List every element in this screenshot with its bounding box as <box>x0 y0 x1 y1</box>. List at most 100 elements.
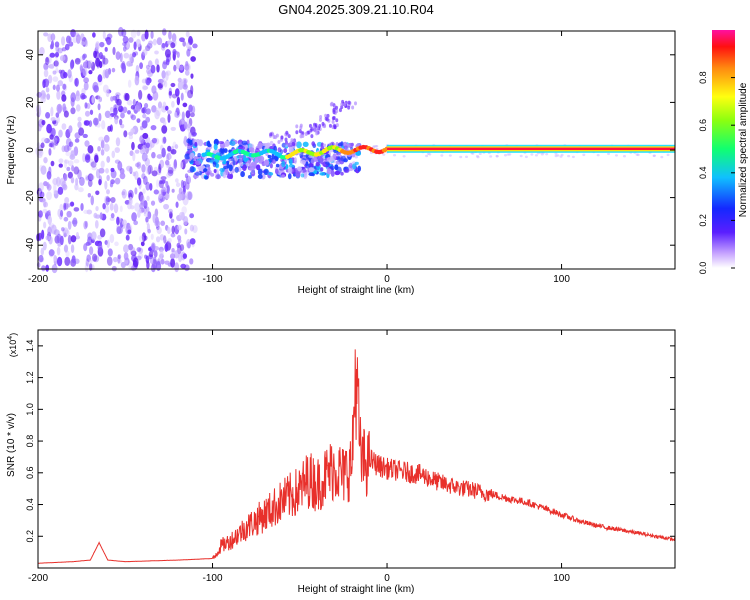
spectrogram-cell <box>165 70 171 76</box>
spectrogram-cell <box>70 235 77 243</box>
spectrogram-cell <box>186 238 191 249</box>
spectrogram-cell <box>68 74 73 83</box>
spectrogram-cell <box>153 256 157 265</box>
spectrogram-cell <box>80 33 85 42</box>
spectrogram-cell <box>156 64 160 73</box>
spectrogram-cell <box>318 117 322 122</box>
spectrogram-cell <box>338 108 342 113</box>
spectrogram-cell <box>98 178 102 186</box>
spectrogram-cell <box>288 146 294 154</box>
spectrogram-cell <box>170 82 176 88</box>
top-x-tick-label: -100 <box>203 274 223 285</box>
spectrogram-cell <box>180 263 187 269</box>
spectrogram-cell <box>153 189 159 195</box>
spectrogram-cell <box>106 174 110 181</box>
spectrogram-cell <box>308 166 315 173</box>
spectrogram-cell <box>121 219 127 226</box>
spectrogram-cell <box>475 154 479 158</box>
spectrogram-cell <box>255 156 260 162</box>
spectrogram-cell <box>135 38 141 48</box>
spectrogram-cell <box>161 125 168 134</box>
spectrogram-cell <box>176 242 181 248</box>
spectrogram-cell <box>87 60 94 68</box>
spectrogram-cell <box>277 139 281 144</box>
spectrogram-cell <box>45 264 50 272</box>
spectrogram-cell <box>164 48 171 58</box>
spectrogram-cell <box>175 201 179 208</box>
spectrogram-cell <box>157 81 164 91</box>
spectrogram-cell <box>63 244 68 253</box>
spectrogram-cell <box>142 49 148 56</box>
spectrogram-cell <box>347 100 351 105</box>
spectrogram-ridge <box>201 144 675 161</box>
spectrogram-cell <box>150 200 156 206</box>
spectrogram-cell <box>185 42 191 49</box>
spectrogram-cell <box>153 166 158 172</box>
spectrogram-cell <box>448 154 452 157</box>
spectrogram-cell <box>126 110 131 115</box>
spectrogram-cell <box>177 235 182 241</box>
bottom-y-tick-label: 0.2 <box>25 530 35 543</box>
spectrogram-cell <box>80 202 84 211</box>
spectrogram-cell <box>46 182 50 189</box>
spectrogram-cell <box>133 220 139 226</box>
bottom-x-ticks: -200 -100 0 100 <box>28 330 570 584</box>
spectrogram-cell <box>168 208 173 214</box>
spectrogram-cell <box>134 187 138 195</box>
spectrogram-cell <box>84 140 90 147</box>
spectrogram-cell <box>184 153 191 160</box>
spectrogram-cell <box>271 153 275 160</box>
spectrogram-cell <box>102 84 109 93</box>
spectrogram-cell <box>119 172 126 180</box>
spectrogram-cell <box>184 173 189 179</box>
spectrogram-cell <box>170 232 176 238</box>
spectrogram-cell <box>133 128 139 133</box>
spectrogram-cell <box>144 29 149 40</box>
spectrogram-cell <box>143 175 148 186</box>
spectrogram-cell <box>91 95 95 104</box>
spectrogram-cell <box>82 61 88 69</box>
spectrogram-cell <box>340 102 344 107</box>
spectrogram-cell <box>343 102 347 107</box>
spectrogram-cell <box>84 120 90 126</box>
spectrogram-cell <box>95 42 99 52</box>
spectrogram-cell <box>106 156 111 163</box>
spectrogram-cell <box>132 152 136 162</box>
spectrogram-cell <box>152 91 159 101</box>
spectrogram-cell <box>179 244 185 252</box>
spectrogram-cell <box>78 176 85 186</box>
bottom-y-ticks: 0.2 0.4 0.6 0.8 1.0 1.2 1.4 <box>25 340 675 543</box>
spectrogram-cell <box>93 85 99 93</box>
spectrogram-cell <box>63 202 67 211</box>
spectrogram-cell <box>61 180 67 190</box>
spectrogram-cell <box>165 58 170 66</box>
spectrogram-cell <box>110 196 116 204</box>
spectrogram-cell <box>172 48 177 56</box>
spectrogram-cell <box>97 103 101 111</box>
colorbar-ticks: 0.0 0.2 0.4 0.6 0.8 <box>698 71 735 274</box>
spectrogram-cell <box>112 46 116 56</box>
spectrogram-cell <box>92 32 96 38</box>
spectrogram-cell <box>139 62 143 70</box>
spectrogram-cell <box>59 55 66 62</box>
spectrogram-cell <box>117 26 124 37</box>
spectrogram-cell <box>67 69 72 79</box>
spectrogram-cell <box>296 141 302 149</box>
spectrogram-cell <box>326 113 330 118</box>
spectrogram-cell <box>179 37 185 43</box>
spectrogram-cell <box>106 256 113 266</box>
spectrogram-cell <box>51 224 57 235</box>
spectrogram-cell <box>49 142 55 148</box>
spectrogram-cell <box>241 140 248 146</box>
spectrogram-cell <box>354 101 358 106</box>
spectrogram-cell <box>295 124 299 129</box>
spectrogram-cell <box>336 150 342 156</box>
spectrogram-cell <box>58 158 64 164</box>
colorbar: 0.0 0.2 0.4 0.6 0.8 Normalized spectral ampl… <box>698 30 749 274</box>
spectrogram-cell <box>71 255 76 264</box>
spectrogram-cell <box>130 113 134 119</box>
spectrogram-cell <box>87 145 94 154</box>
spectrogram-cell <box>104 195 108 205</box>
spectrogram-cell <box>328 123 332 128</box>
